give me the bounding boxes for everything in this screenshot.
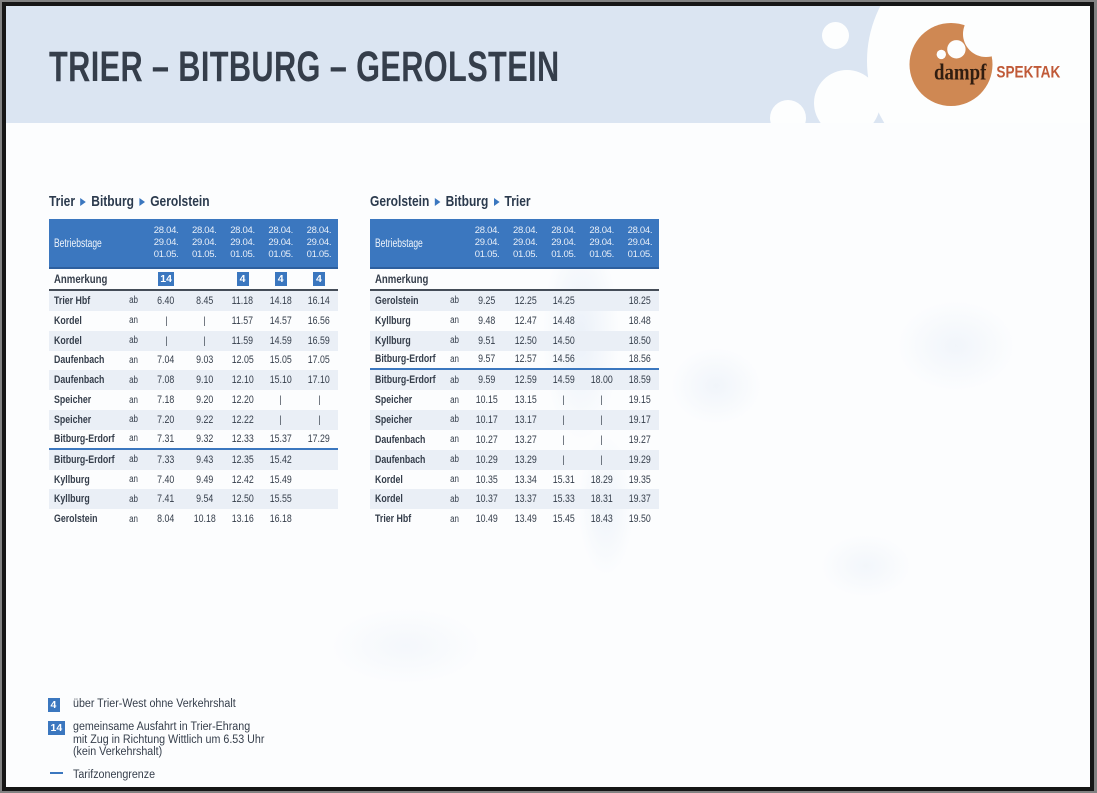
- svg-text:dampf: dampf: [934, 59, 987, 85]
- svg-text:SPEKTAK: SPEKTAK: [996, 63, 1060, 82]
